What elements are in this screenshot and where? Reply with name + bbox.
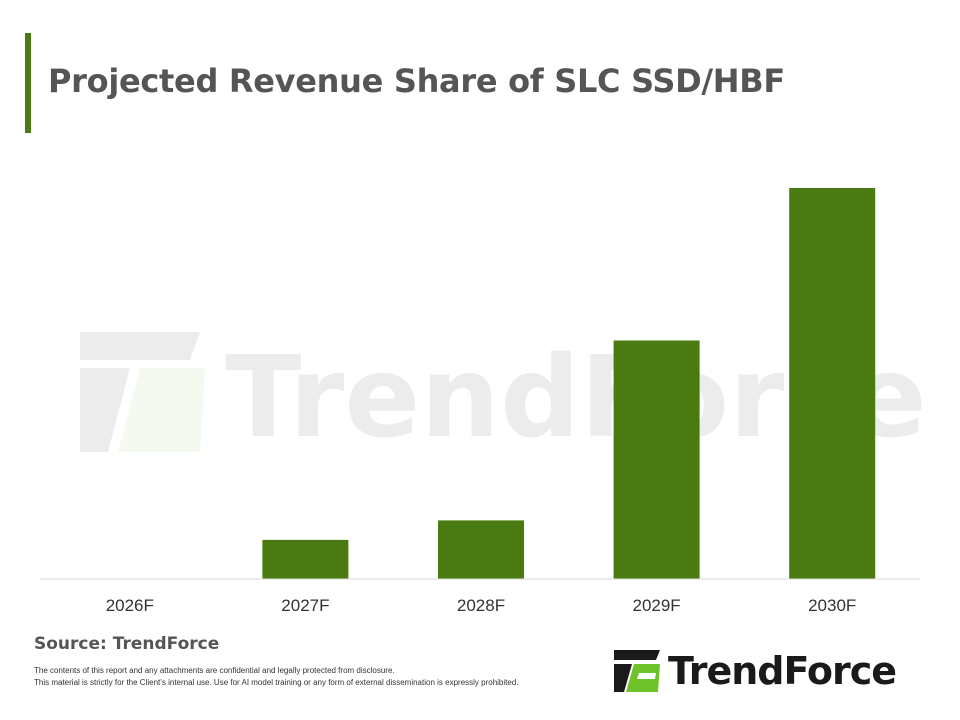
disclaimer-line-2: This material is strictly for the Client… xyxy=(34,678,519,687)
logo-text: TrendForce xyxy=(668,649,897,693)
bar-2028F xyxy=(438,520,524,579)
disclaimer-line-1: The contents of this report and any atta… xyxy=(34,666,395,675)
source-label: Source: TrendForce xyxy=(34,634,220,654)
bar-2027F xyxy=(262,539,349,579)
x-tick-label: 2028F xyxy=(457,596,505,615)
watermark-logo-icon xyxy=(80,332,205,452)
x-axis-ticks: 2026F 2027F 2028F 2029F 2030F xyxy=(106,596,857,615)
chart-title: Projected Revenue Share of SLC SSD/HBF xyxy=(48,62,785,100)
x-tick-label: 2029F xyxy=(632,596,680,615)
trendforce-logo: TrendForce xyxy=(612,646,897,696)
title-accent-bar xyxy=(25,33,31,133)
bar-2030F xyxy=(789,188,876,579)
trendforce-logo-icon xyxy=(614,650,660,692)
x-tick-label: 2026F xyxy=(106,596,154,615)
bars xyxy=(262,188,876,579)
bar-2029F xyxy=(613,340,700,579)
x-tick-label: 2027F xyxy=(281,596,329,615)
x-tick-label: 2030F xyxy=(808,596,856,615)
